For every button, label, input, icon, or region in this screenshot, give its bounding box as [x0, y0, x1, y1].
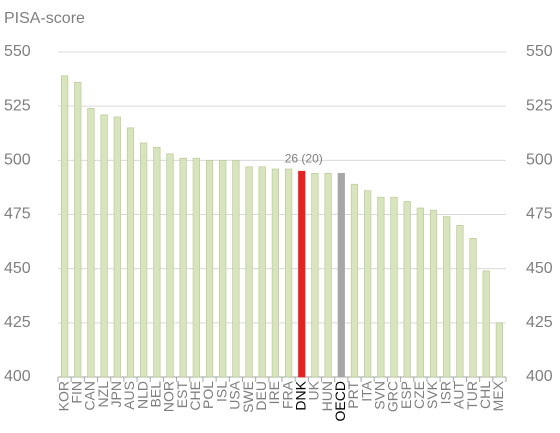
x-tick-label: IRE — [266, 381, 282, 404]
x-tick-label: SVK — [424, 380, 440, 409]
y-tick-label: 550 — [4, 43, 31, 60]
bar — [482, 270, 490, 378]
bar — [495, 322, 504, 378]
bar — [126, 127, 135, 378]
x-tick-label: HUN — [319, 381, 335, 411]
bar — [284, 168, 293, 378]
x-tick-label: TUR — [464, 381, 480, 410]
x-tick-label: ESP — [398, 381, 414, 409]
bar — [416, 207, 424, 378]
bar — [443, 216, 451, 378]
x-tick-label: AUT — [451, 381, 467, 409]
bar — [179, 157, 187, 378]
x-tick-label: DNK — [292, 380, 308, 410]
bar — [87, 108, 95, 378]
y2-tick-label: 475 — [526, 206, 553, 223]
x-tick-label: PRT — [345, 381, 361, 409]
bar — [311, 173, 319, 378]
bar — [271, 168, 280, 378]
x-tick-label: FIN — [68, 381, 84, 404]
y-tick-label: 425 — [4, 314, 31, 331]
bar — [232, 160, 240, 378]
bar — [364, 190, 372, 378]
bar — [219, 160, 227, 378]
bar — [74, 82, 82, 378]
x-tick-label: ISL — [213, 381, 229, 402]
y-axis-label: PISA-score — [4, 10, 85, 27]
x-tick-label: MEX — [490, 380, 506, 411]
x-tick-label: SVN — [372, 381, 388, 410]
y-tick-label: 500 — [4, 152, 31, 169]
x-tick-label: FRA — [279, 380, 295, 409]
x-tick-label: UK — [306, 380, 322, 400]
bar — [205, 160, 214, 378]
x-tick-label: KOR — [55, 381, 71, 411]
bar — [403, 201, 411, 378]
y2-tick-label: 425 — [526, 314, 553, 331]
bar — [377, 196, 385, 378]
x-tick-label: JPN — [108, 381, 124, 407]
x-tick-label: CAN — [82, 381, 98, 411]
bar — [166, 153, 174, 378]
x-tick-label: SWE — [240, 381, 256, 413]
y2-tick-label: 525 — [526, 97, 553, 114]
bar — [298, 170, 306, 378]
bar — [100, 114, 108, 378]
x-tick-label: CHE — [187, 381, 203, 411]
x-tick-label: CHL — [477, 381, 493, 409]
y2-tick-label: 500 — [526, 152, 553, 169]
bar — [153, 147, 161, 378]
x-tick-label: POL — [200, 381, 216, 409]
y2-tick-label: 550 — [526, 43, 553, 60]
bar — [324, 173, 332, 378]
y-tick-label: 525 — [4, 97, 31, 114]
y-tick-label: 450 — [4, 260, 31, 277]
bar — [469, 238, 477, 378]
bar — [337, 173, 345, 378]
y2-tick-label: 450 — [526, 260, 553, 277]
x-tick-label: OECD — [332, 381, 348, 421]
x-tick-label: AUS — [121, 381, 137, 410]
y2-tick-label: 400 — [526, 368, 553, 385]
x-tick-label: BEL — [148, 381, 164, 408]
x-tick-label: GRC — [385, 381, 401, 412]
x-tick-label: ITA — [358, 380, 374, 401]
bar — [113, 116, 121, 378]
y-tick-label: 400 — [4, 368, 31, 385]
bar — [429, 209, 438, 378]
x-tick-label: NLD — [134, 381, 150, 409]
x-tick-label: EST — [174, 381, 190, 409]
y-tick-label: 475 — [4, 206, 31, 223]
x-tick-label: NOR — [161, 381, 177, 412]
x-tick-label: CZE — [411, 381, 427, 409]
x-tick-label: NZL — [95, 381, 111, 408]
bar — [390, 196, 398, 378]
bar — [456, 225, 464, 378]
x-tick-label: ISR — [437, 381, 453, 404]
x-tick-label: DEU — [253, 381, 269, 411]
bar — [60, 75, 69, 378]
bar — [192, 157, 200, 378]
bar — [140, 142, 148, 378]
annotation: 26 (20) — [285, 151, 323, 165]
x-tick-label: USA — [227, 380, 243, 409]
bar — [350, 183, 359, 378]
bar — [245, 166, 253, 378]
bar — [258, 166, 266, 378]
